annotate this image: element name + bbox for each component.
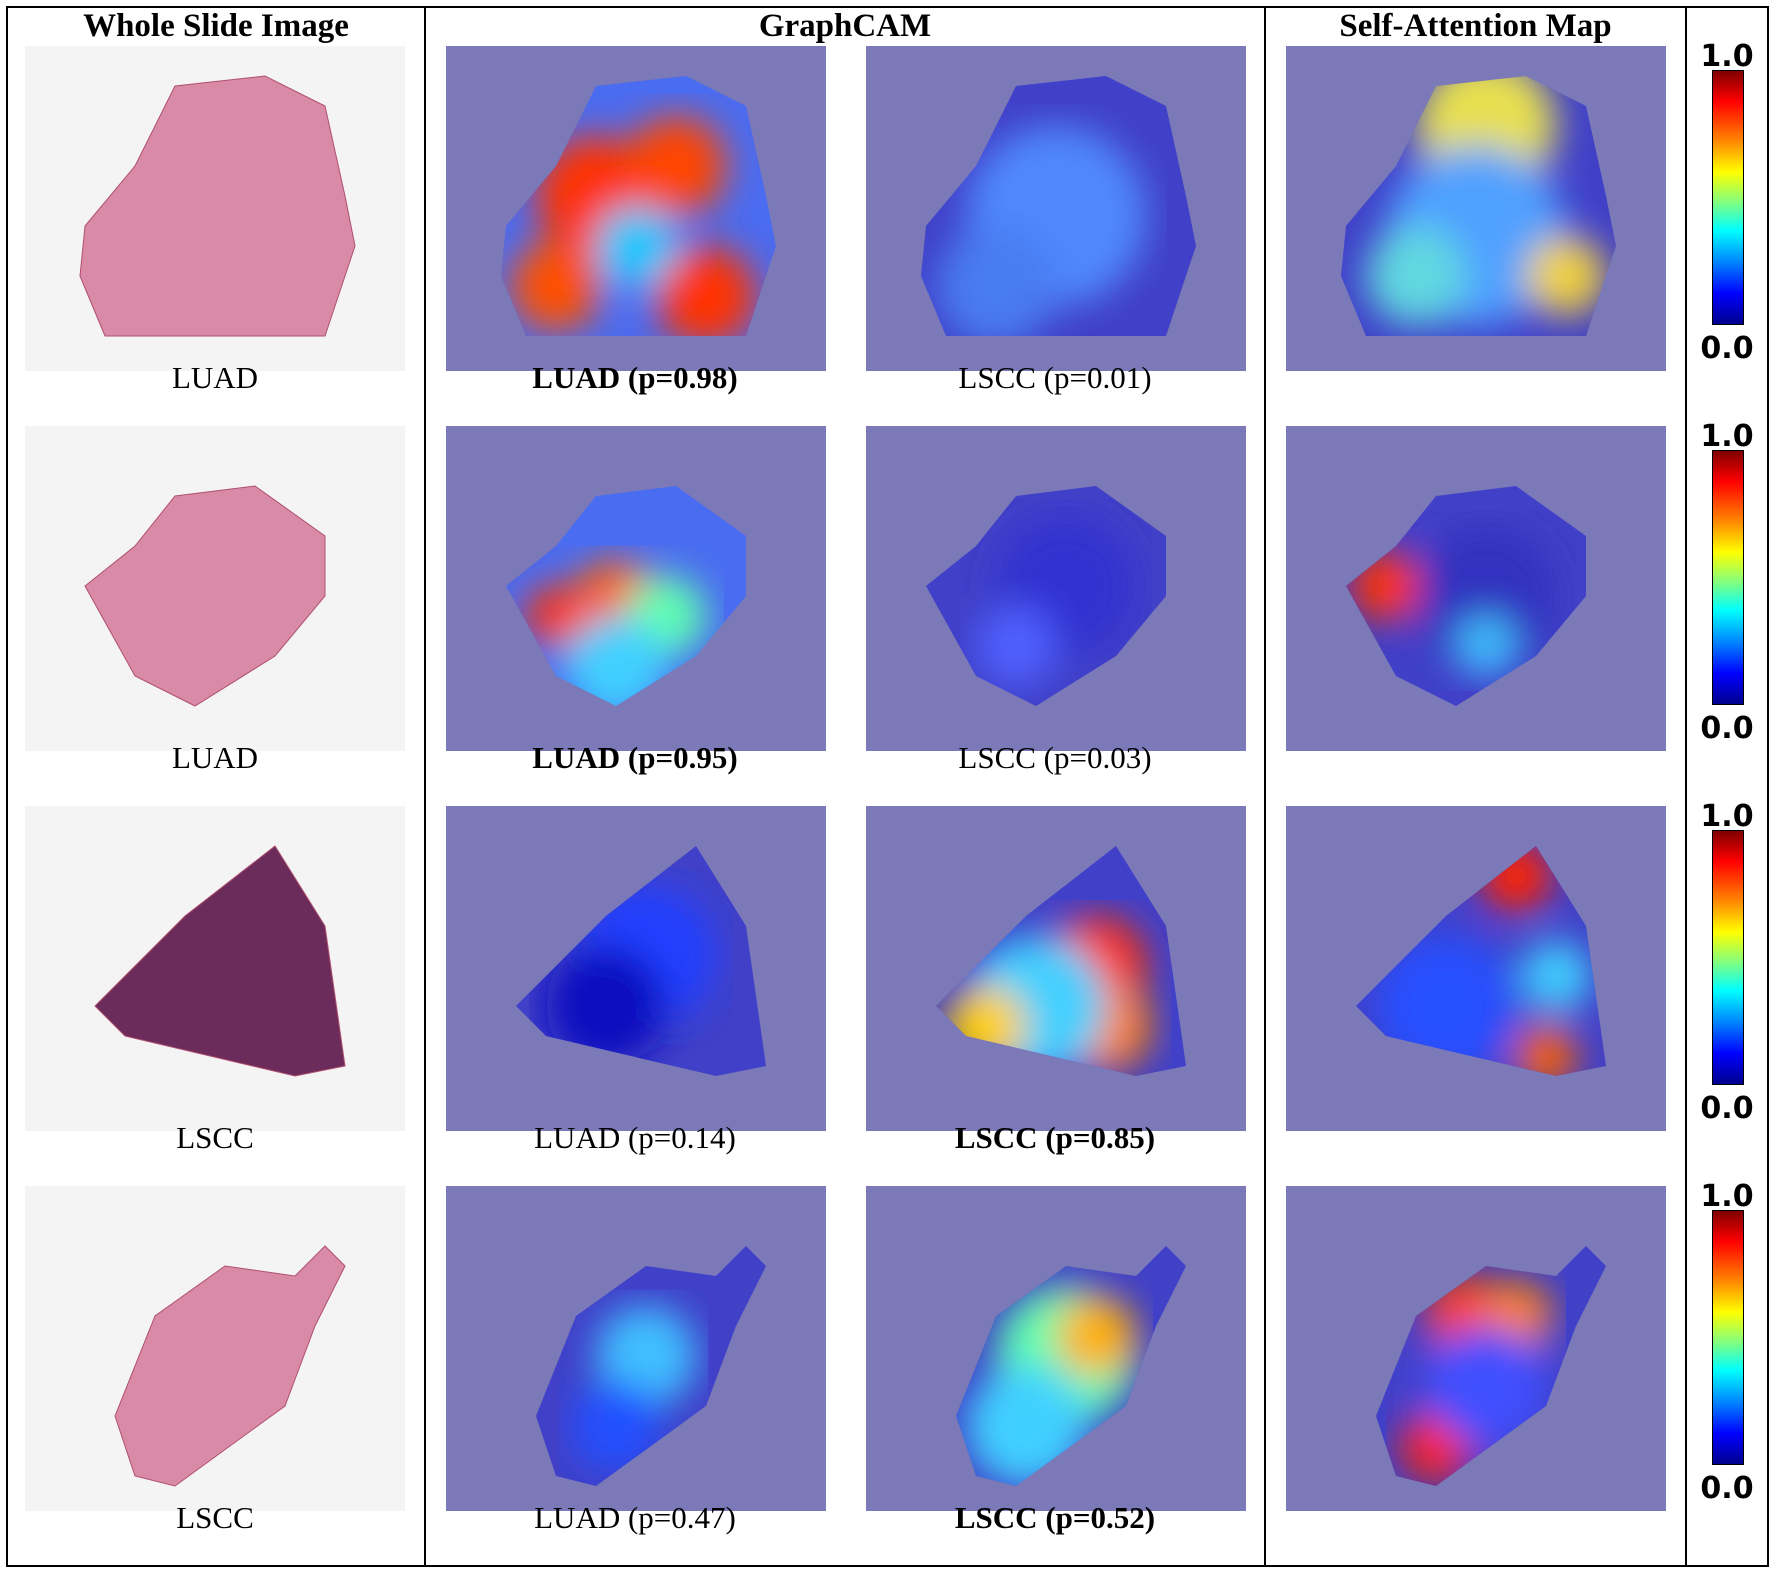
wsi-label-row-2: LUAD: [171, 740, 259, 775]
colorbar-row-3: 1.0 0.0: [1693, 802, 1773, 1132]
graphcam-luad-row-3: [446, 806, 826, 1131]
colorbar-gradient: [1712, 70, 1744, 325]
colorbar-gradient: [1712, 830, 1744, 1085]
lscc-prob-caption-row-3: LSCC (p=0.85): [954, 1120, 1156, 1155]
divider-wsi-graphcam: [424, 6, 426, 1567]
divider-graphcam-attention: [1264, 6, 1266, 1567]
top-border: [6, 6, 1769, 8]
colorbar-min-label: 0.0: [1700, 331, 1754, 366]
colorbar-row-2: 1.0 0.0: [1693, 422, 1773, 752]
attention-map-row-1: [1286, 46, 1666, 371]
wsi-image-row-2: [25, 426, 405, 751]
colorbar-row-4: 1.0 0.0: [1693, 1182, 1773, 1512]
graphcam-luad-row-1: [446, 46, 826, 371]
header-whole-slide-image: Whole Slide Image: [83, 8, 349, 44]
left-border: [6, 6, 8, 1567]
colorbar-min-label: 0.0: [1700, 1471, 1754, 1506]
graphcam-lscc-row-2: [866, 426, 1246, 751]
colorbar-gradient: [1712, 1210, 1744, 1465]
luad-prob-caption-row-2: LUAD (p=0.95): [532, 740, 738, 775]
lscc-prob-caption-row-4: LSCC (p=0.52): [954, 1500, 1156, 1535]
luad-prob-caption-row-3: LUAD (p=0.14): [534, 1120, 736, 1155]
wsi-image-row-4: [25, 1186, 405, 1511]
wsi-image-row-1: [25, 46, 405, 371]
wsi-label-row-1: LUAD: [171, 360, 259, 395]
colorbar-min-label: 0.0: [1700, 711, 1754, 746]
attention-map-row-2: [1286, 426, 1666, 751]
lscc-prob-caption-row-2: LSCC (p=0.03): [958, 740, 1152, 775]
graphcam-lscc-row-1: [866, 46, 1246, 371]
colorbar-min-label: 0.0: [1700, 1091, 1754, 1126]
graphcam-lscc-row-4: [866, 1186, 1246, 1511]
graphcam-lscc-row-3: [866, 806, 1246, 1131]
attention-map-row-4: [1286, 1186, 1666, 1511]
graphcam-luad-row-2: [446, 426, 826, 751]
wsi-image-row-3: [25, 806, 405, 1131]
colorbar-max-label: 1.0: [1700, 1179, 1754, 1214]
colorbar-gradient: [1712, 450, 1744, 705]
header-self-attention-map: Self-Attention Map: [1339, 8, 1612, 44]
colorbar-max-label: 1.0: [1700, 39, 1754, 74]
header-graphcam: GraphCAM: [758, 8, 932, 44]
colorbar-row-1: 1.0 0.0: [1693, 42, 1773, 372]
lscc-prob-caption-row-1: LSCC (p=0.01): [958, 360, 1152, 395]
right-border: [1767, 6, 1769, 1567]
colorbar-max-label: 1.0: [1700, 419, 1754, 454]
divider-attention-colorbar: [1685, 6, 1687, 1567]
luad-prob-caption-row-4: LUAD (p=0.47): [534, 1500, 736, 1535]
luad-prob-caption-row-1: LUAD (p=0.98): [532, 360, 738, 395]
bottom-border: [6, 1565, 1769, 1567]
colorbar-max-label: 1.0: [1700, 799, 1754, 834]
attention-map-row-3: [1286, 806, 1666, 1131]
wsi-label-row-4: LSCC: [176, 1500, 254, 1535]
wsi-label-row-3: LSCC: [176, 1120, 254, 1155]
graphcam-luad-row-4: [446, 1186, 826, 1511]
